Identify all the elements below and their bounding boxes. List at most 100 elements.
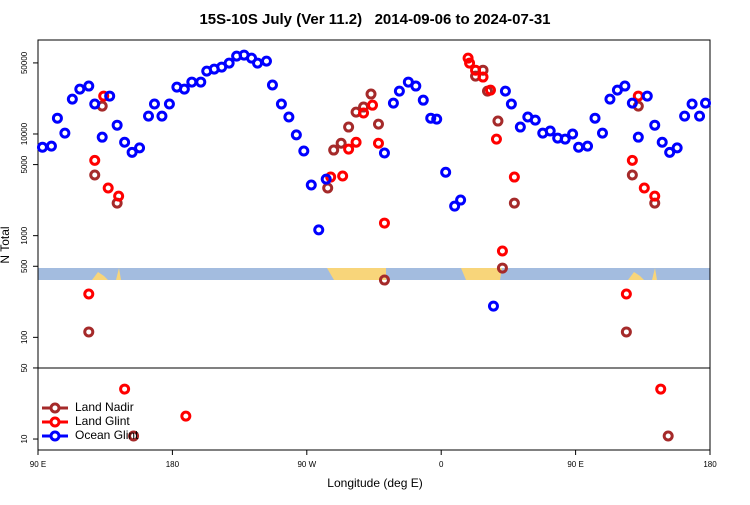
point [544, 125, 556, 137]
point [449, 200, 461, 212]
point [223, 57, 235, 69]
point [387, 97, 399, 109]
point [104, 90, 116, 102]
point [620, 288, 632, 300]
point [59, 127, 71, 139]
x-tick-label: 0 [439, 460, 444, 469]
point [604, 93, 616, 105]
point [156, 110, 168, 122]
point [700, 97, 712, 109]
point [508, 197, 520, 209]
y-axis-label: N Total [0, 226, 12, 263]
point [529, 114, 541, 126]
point [655, 383, 667, 395]
point [328, 144, 340, 156]
point [260, 55, 272, 67]
point [313, 224, 325, 236]
point [358, 107, 370, 119]
point [496, 262, 508, 274]
point [619, 80, 631, 92]
point [83, 288, 95, 300]
land-band [92, 268, 121, 280]
chart-title: 15S-10S July (Ver 11.2) 2014-09-06 to 20… [199, 11, 550, 28]
point [567, 128, 579, 140]
point [649, 119, 661, 131]
land-band [628, 268, 657, 280]
point [283, 111, 295, 123]
point [626, 97, 638, 109]
point [102, 182, 114, 194]
point [83, 80, 95, 92]
land-ocean-band [38, 268, 710, 280]
point [148, 98, 160, 110]
legend-label: Land Glint [75, 414, 130, 428]
point [290, 129, 302, 141]
point [431, 113, 443, 125]
point [178, 83, 190, 95]
legend-label: Ocean Glint [75, 428, 139, 442]
point [686, 98, 698, 110]
y-tick-label: 5000 [20, 155, 29, 173]
point [694, 110, 706, 122]
point [365, 88, 377, 100]
point [367, 99, 379, 111]
y-tick-label: 50 [20, 363, 29, 372]
point [83, 326, 95, 338]
point [337, 170, 349, 182]
point [425, 112, 437, 124]
point [378, 274, 390, 286]
point [66, 93, 78, 105]
y-tick-label: 500 [20, 259, 29, 273]
point [559, 133, 571, 145]
point [620, 326, 632, 338]
y-tick-label: 10000 [20, 122, 29, 145]
x-tick-label: 180 [703, 460, 717, 469]
point [143, 110, 155, 122]
point [477, 71, 489, 83]
point [464, 57, 476, 69]
y-tick-label: 100 [20, 330, 29, 344]
series [36, 49, 712, 312]
point [378, 147, 390, 159]
point [487, 300, 499, 312]
point [89, 98, 101, 110]
y-tick-label: 50000 [20, 51, 29, 74]
x-axis-label: Longitude (deg E) [327, 476, 422, 490]
point [393, 85, 405, 97]
point [119, 136, 131, 148]
point [582, 140, 594, 152]
legend-marker [49, 416, 61, 428]
point [505, 98, 517, 110]
point [350, 136, 362, 148]
x-tick-label: 90 W [297, 460, 316, 469]
x-tick-label: 90 E [567, 460, 583, 469]
point [45, 140, 57, 152]
point [499, 85, 511, 97]
point [111, 119, 123, 131]
point [98, 90, 110, 102]
x-tick-label: 180 [166, 460, 180, 469]
point [440, 166, 452, 178]
point [484, 84, 496, 96]
point [470, 64, 482, 76]
point [596, 127, 608, 139]
point [626, 154, 638, 166]
point [455, 194, 467, 206]
point [632, 131, 644, 143]
point [343, 143, 355, 155]
point [275, 98, 287, 110]
point [74, 83, 86, 95]
point [128, 430, 140, 442]
y-tick-label: 10 [20, 434, 29, 443]
point [641, 90, 653, 102]
point [298, 145, 310, 157]
point [679, 110, 691, 122]
land-band [461, 268, 502, 280]
point [462, 52, 474, 64]
point [410, 80, 422, 92]
land-band [327, 268, 386, 280]
point [638, 182, 650, 194]
point [664, 146, 676, 158]
